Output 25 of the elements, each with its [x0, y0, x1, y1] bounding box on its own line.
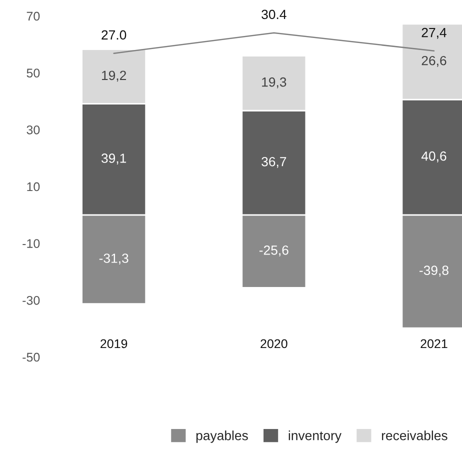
y-tick-label: -10: [22, 239, 40, 248]
data-label: 26,6: [422, 56, 446, 67]
legend-label: inventory: [288, 430, 342, 443]
data-label: 39,1: [101, 154, 126, 164]
legend-label: payables: [196, 430, 248, 443]
data-label: 19,2: [102, 70, 126, 82]
data-label: 27.0: [102, 30, 126, 40]
data-label: -31,3: [99, 254, 128, 264]
data-label: 27,4: [422, 28, 446, 39]
x-tick-label: 2020: [260, 339, 288, 348]
y-tick-label: 50: [26, 68, 40, 78]
y-tick-label: 30: [26, 125, 40, 134]
y-tick-label: -30: [22, 296, 40, 305]
x-tick-label: 2019: [100, 339, 128, 348]
x-tick-label: 2021: [420, 339, 448, 348]
data-label: -25,6: [259, 245, 288, 256]
y-tick-label: -50: [22, 352, 40, 362]
data-label: 36,7: [262, 156, 286, 168]
data-label: -39,8: [420, 266, 448, 277]
legend-label: receivables: [382, 430, 448, 440]
data-label: 40,6: [421, 151, 446, 162]
data-label: 19,3: [262, 77, 286, 88]
y-tick-label: 70: [26, 12, 40, 21]
y-tick-label: 10: [27, 182, 40, 192]
data-label: 30.4: [262, 10, 286, 20]
